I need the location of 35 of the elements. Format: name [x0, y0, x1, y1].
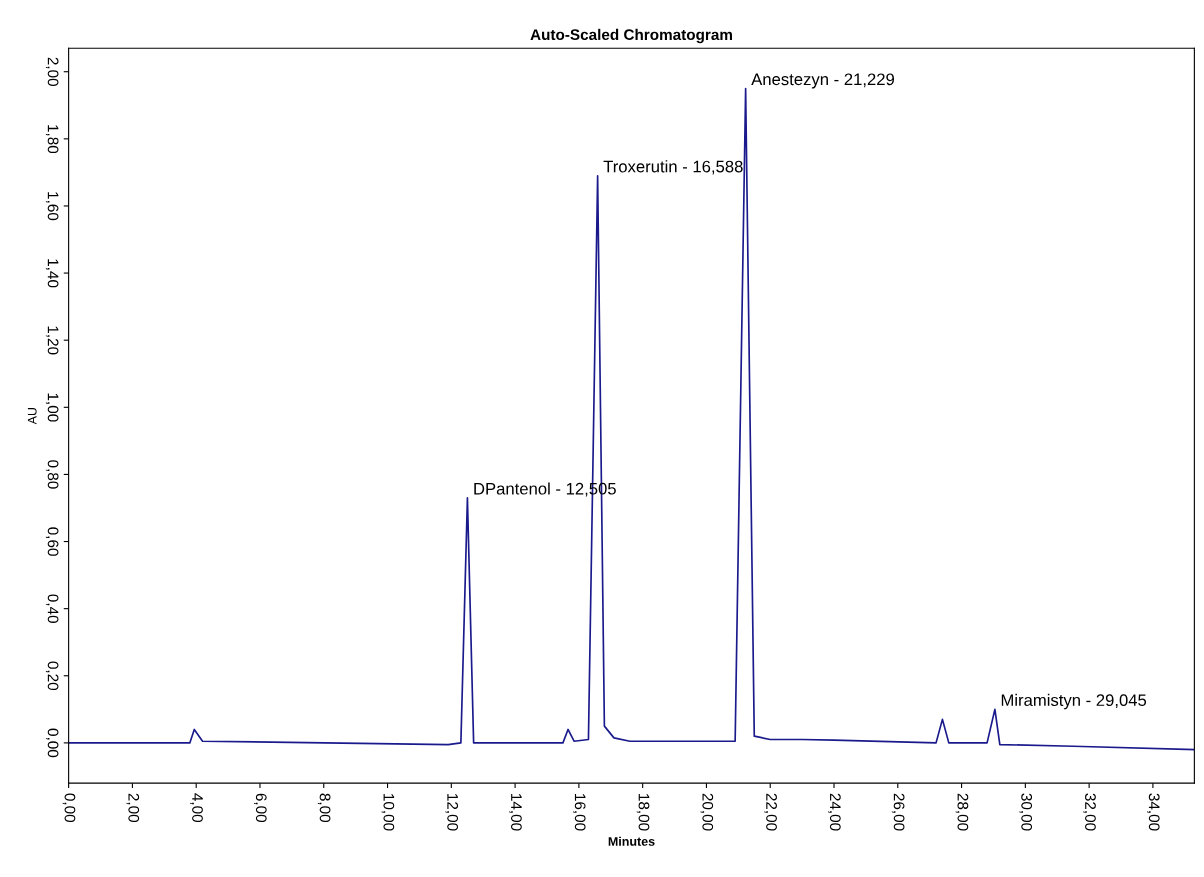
x-tick-label: 18,00 [636, 794, 650, 831]
y-tick-label: 0,80 [45, 460, 59, 489]
x-tick-label: 20,00 [700, 793, 714, 831]
x-tick-label: 14,00 [509, 794, 522, 831]
line-series [68, 87, 1195, 751]
x-tick-label: 26,00 [891, 793, 905, 831]
y-tick-label: 1,60 [45, 192, 59, 221]
x-tick-label: 28,00 [955, 793, 969, 831]
y-tick-label: 1,80 [45, 125, 59, 154]
y-tick-label: 0,60 [45, 527, 59, 556]
y-tick-label: 0,20 [45, 661, 59, 691]
x-tick-label: 10,00 [381, 794, 395, 831]
x-tick-label: 30,00 [1019, 793, 1033, 831]
y-tick-label: 1,20 [45, 326, 59, 355]
y-tick-label: 2,00 [45, 57, 59, 86]
x-tick-label: 32,00 [1083, 793, 1096, 831]
y-axis-title: AU [27, 407, 37, 425]
x-tick-label: 2,00 [126, 793, 140, 823]
chart-title: Auto-Scaled Chromatogram [530, 28, 732, 44]
x-tick-label: 8,00 [317, 793, 331, 823]
x-tick-label: 6,00 [254, 793, 267, 823]
x-axis-title: Minutes [608, 836, 655, 846]
x-tick-label: 34,00 [1147, 793, 1160, 831]
y-tick-label: 1,40 [45, 259, 59, 288]
x-tick-label: 4,00 [190, 793, 203, 823]
x-tick-label: 16,00 [572, 794, 586, 831]
x-tick-label: 12,00 [445, 794, 459, 831]
y-tick-label: 0,40 [45, 594, 59, 623]
x-tick-label: 22,00 [764, 793, 777, 831]
x-tick-label: 24,00 [828, 793, 841, 831]
annotation: Anestezyn - 21,229 [751, 73, 895, 89]
y-tick-label: 0,00 [45, 728, 59, 758]
y-tick-label: 1,00 [45, 393, 59, 422]
annotation: Troxerutin - 16,588 [603, 160, 743, 175]
annotation: Miramistyn - 29,045 [1001, 693, 1147, 710]
